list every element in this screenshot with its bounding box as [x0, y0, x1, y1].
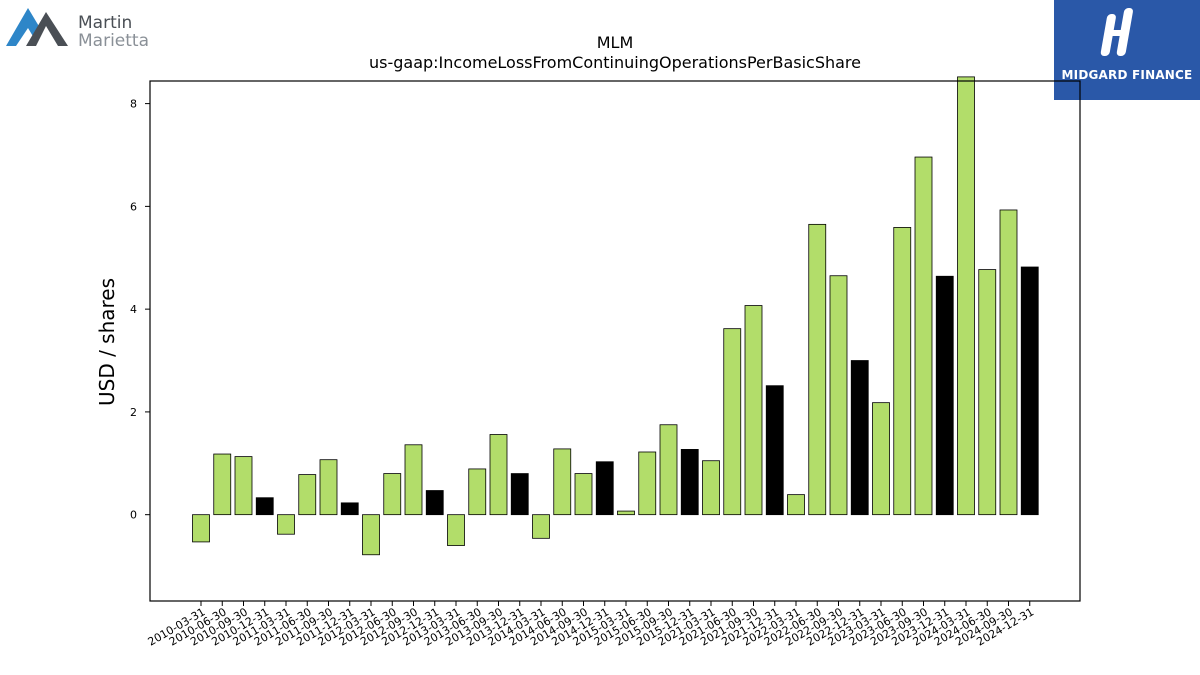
bars-group	[192, 76, 1039, 556]
logo-line2: Marietta	[78, 31, 149, 50]
y-tick-label: 8	[130, 98, 137, 111]
bar-2011-09-30	[319, 459, 338, 516]
plot-frame	[149, 80, 1081, 602]
bar-2010-09-30	[234, 456, 253, 516]
bar-2023-06-30	[893, 227, 912, 516]
bar-2022-12-31	[850, 360, 869, 516]
bar-2012-12-31	[425, 490, 444, 516]
bar-2021-12-31	[765, 385, 784, 516]
bar-2013-12-31	[510, 473, 529, 516]
bar-2013-06-30	[468, 468, 487, 516]
chart-subtitle: us-gaap:IncomeLossFromContinuingOperatio…	[369, 53, 861, 72]
bar-2013-03-31	[447, 514, 465, 546]
bar-2024-06-30	[978, 269, 997, 516]
bar-2024-12-31	[1020, 266, 1039, 516]
bar-2015-12-31	[680, 449, 699, 516]
y-axis: 0 2 4 6 8	[130, 98, 150, 522]
chart-title: MLM	[597, 33, 634, 52]
y-tick-label: 0	[130, 509, 137, 522]
mountain-logo-icon: Martin Marietta	[6, 8, 149, 51]
bar-2014-03-31	[532, 514, 550, 539]
bar-2011-03-31	[277, 514, 295, 535]
y-tick-label: 4	[130, 303, 137, 316]
bar-2021-03-31	[702, 460, 720, 516]
bar-2015-03-31	[617, 510, 635, 516]
bar-2023-09-30	[914, 156, 933, 516]
y-tick-label: 6	[130, 200, 137, 213]
y-axis-label: USD / shares	[95, 278, 119, 406]
bar-2013-09-30	[489, 434, 508, 516]
bar-2012-03-31	[362, 514, 380, 556]
logo-line1: Martin	[78, 13, 132, 33]
bar-2015-09-30	[659, 424, 678, 516]
bar-2011-06-30	[298, 474, 317, 516]
bar-2014-09-30	[574, 473, 593, 516]
bar-2024-03-31	[957, 76, 975, 516]
midgard-finance-logo: MIDGARD FINANCE	[1054, 0, 1200, 100]
bar-2010-03-31	[192, 514, 210, 543]
bar-2021-09-30	[744, 305, 763, 516]
bar-2015-06-30	[638, 451, 657, 516]
bar-2012-06-30	[383, 473, 402, 516]
martin-marietta-logo: Martin Marietta	[6, 4, 156, 51]
bar-2022-09-30	[829, 275, 848, 516]
bar-2014-06-30	[553, 448, 572, 516]
x-axis: 2010-03-312010-06-302010-09-302010-12-31…	[146, 601, 1036, 649]
midgard-emblem-icon	[1100, 8, 1133, 56]
bar-2023-12-31	[935, 275, 954, 516]
bar-2010-06-30	[213, 453, 232, 516]
bar-2011-12-31	[340, 502, 359, 516]
bar-2021-06-30	[723, 328, 742, 516]
bar-2022-06-30	[808, 223, 827, 516]
bar-2024-09-30	[999, 209, 1018, 516]
bar-2014-12-31	[595, 461, 614, 516]
y-tick-label: 2	[130, 406, 137, 419]
bar-2022-03-31	[787, 494, 805, 516]
bar-2023-03-31	[872, 402, 890, 516]
bar-2010-12-31	[255, 497, 274, 516]
logo-brand-text: MIDGARD FINANCE	[1061, 68, 1193, 82]
bar-2012-09-30	[404, 444, 423, 516]
